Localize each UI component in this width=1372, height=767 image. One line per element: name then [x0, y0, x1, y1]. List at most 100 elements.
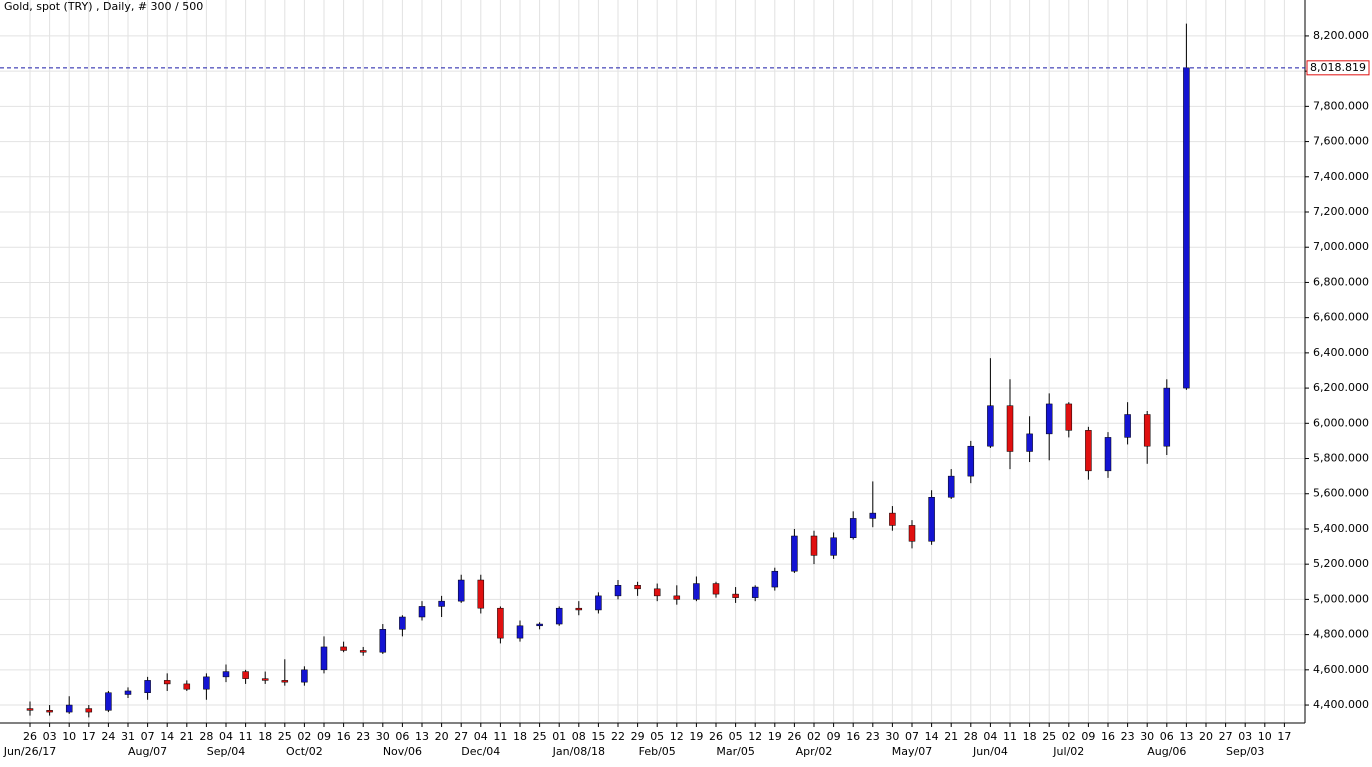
date-label: Jun/04	[972, 745, 1008, 758]
x-tick-label: 26	[709, 730, 723, 743]
candle-body	[693, 583, 700, 600]
x-tick-label: 11	[493, 730, 507, 743]
date-label: Sep/04	[207, 745, 245, 758]
candle-body	[124, 690, 132, 695]
candle-body	[457, 579, 465, 602]
x-tick-label: 30	[885, 730, 899, 743]
x-tick-label: 15	[591, 730, 605, 743]
candle-body	[634, 585, 641, 590]
x-tick-label: 12	[748, 730, 762, 743]
candle-body	[85, 708, 93, 713]
x-tick-label: 13	[1179, 730, 1193, 743]
candle-body	[555, 607, 563, 625]
x-tick-label: 28	[199, 730, 213, 743]
candle-body	[1143, 414, 1151, 447]
candle-body	[712, 583, 720, 595]
x-tick-label: 17	[1277, 730, 1291, 743]
x-tick-label: 23	[866, 730, 880, 743]
date-label: Jul/02	[1052, 745, 1084, 758]
candle-body	[1104, 437, 1112, 472]
x-tick-label: 27	[454, 730, 468, 743]
last-price-label: 8,018.819	[1310, 61, 1366, 74]
x-tick-label: 16	[846, 730, 860, 743]
x-tick-label: 11	[239, 730, 253, 743]
x-tick-label: 06	[1160, 730, 1174, 743]
x-tick-label: 20	[1199, 730, 1213, 743]
x-tick-label: 05	[729, 730, 743, 743]
date-label: Feb/05	[639, 745, 676, 758]
candle-body	[771, 570, 779, 588]
x-tick-label: 04	[983, 730, 997, 743]
x-tick-label: 26	[23, 730, 37, 743]
x-tick-label: 18	[513, 730, 527, 743]
x-tick-label: 26	[787, 730, 801, 743]
x-tick-label: 09	[827, 730, 841, 743]
candle-body	[1183, 67, 1190, 389]
x-tick-label: 23	[356, 730, 370, 743]
chart-title: Gold, spot (TRY) , Daily, # 300 / 500	[4, 0, 203, 13]
candles	[26, 23, 1190, 718]
y-tick-label: 5,800.000	[1313, 452, 1369, 465]
x-tick-label: 09	[1081, 730, 1095, 743]
date-label: May/07	[892, 745, 932, 758]
x-tick-label: 14	[925, 730, 939, 743]
candle-body	[1085, 430, 1092, 472]
x-tick-label: 20	[435, 730, 449, 743]
x-tick-label: 31	[121, 730, 135, 743]
date-label: Jun/26/17	[3, 745, 57, 758]
candle-body	[242, 671, 249, 679]
x-tick-label: 01	[552, 730, 566, 743]
candle-body	[497, 607, 504, 639]
candle-body	[477, 579, 485, 609]
x-tick-label: 04	[219, 730, 233, 743]
date-label: Nov/06	[383, 745, 422, 758]
x-tick-label: 25	[533, 730, 547, 743]
candle-body	[438, 600, 445, 607]
x-tick-label: 02	[297, 730, 311, 743]
candle-body	[653, 588, 661, 597]
x-tick-label: 25	[1042, 730, 1056, 743]
y-tick-label: 6,800.000	[1313, 275, 1369, 288]
x-tick-label: 11	[1003, 730, 1017, 743]
x-tick-label: 21	[180, 730, 194, 743]
candle-body	[908, 525, 916, 542]
x-tick-label: 16	[337, 730, 351, 743]
candle-body	[575, 607, 583, 611]
x-tick-label: 17	[82, 730, 96, 743]
candle-body	[987, 405, 994, 447]
candle-body	[1026, 433, 1033, 452]
y-tick-label: 6,000.000	[1313, 416, 1369, 429]
x-tick-label: 10	[1258, 730, 1272, 743]
x-tick-label: 30	[376, 730, 390, 743]
x-tick-label: 28	[964, 730, 978, 743]
candle-body	[928, 497, 935, 542]
x-tick-label: 23	[1121, 730, 1135, 743]
candle-body	[281, 680, 289, 683]
x-tick-label: 10	[62, 730, 76, 743]
candle-body	[340, 646, 347, 651]
candle-body	[1065, 403, 1073, 431]
candle-body	[320, 646, 328, 671]
candle-body	[810, 535, 818, 556]
candle-body	[889, 512, 896, 526]
x-tick-label: 21	[944, 730, 958, 743]
candle-body	[595, 595, 602, 611]
date-label: Aug/07	[128, 745, 167, 758]
x-tick-label: 19	[689, 730, 703, 743]
date-label: Mar/05	[716, 745, 754, 758]
y-tick-label: 7,000.000	[1313, 240, 1369, 253]
candle-body	[1163, 387, 1171, 447]
candle-body	[222, 671, 230, 678]
candle-body	[673, 595, 681, 600]
y-tick-label: 5,600.000	[1313, 487, 1369, 500]
candle-body	[418, 606, 426, 618]
date-label: Aug/06	[1147, 745, 1186, 758]
x-tick-label: 22	[611, 730, 625, 743]
x-tick-label: 03	[1238, 730, 1252, 743]
candle-body	[830, 537, 837, 556]
candle-body	[359, 650, 367, 653]
candle-body	[379, 629, 387, 653]
x-tick-label: 07	[141, 730, 155, 743]
y-tick-label: 4,600.000	[1313, 663, 1369, 676]
candle-body	[261, 678, 269, 681]
